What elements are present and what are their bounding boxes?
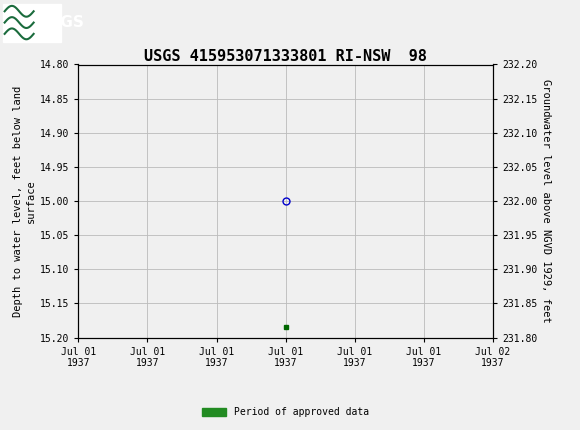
Text: USGS: USGS — [38, 15, 85, 30]
Legend: Period of approved data: Period of approved data — [198, 403, 373, 421]
Text: USGS 415953071333801 RI-NSW  98: USGS 415953071333801 RI-NSW 98 — [144, 49, 427, 64]
Y-axis label: Groundwater level above NGVD 1929, feet: Groundwater level above NGVD 1929, feet — [542, 79, 552, 323]
Y-axis label: Depth to water level, feet below land
surface: Depth to water level, feet below land su… — [13, 86, 36, 316]
Bar — [3, 3, 61, 42]
